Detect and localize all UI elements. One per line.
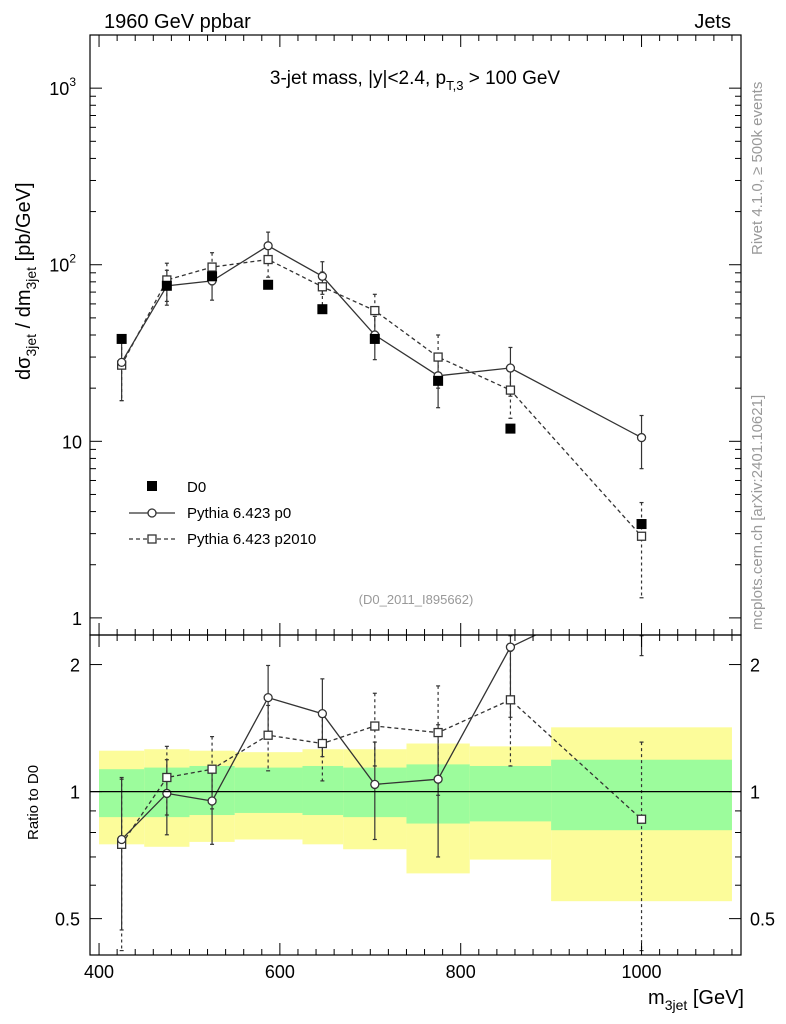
beam-label: 1960 GeV ppbar xyxy=(104,11,251,33)
main-y-axis-label: dσ3jet / dm3jet [pb/GeV] xyxy=(13,182,39,380)
p0-main-point xyxy=(116,357,127,368)
p2010-ratio-point xyxy=(433,727,443,738)
legend-d0-marker xyxy=(147,481,157,491)
p2010-ratio-point xyxy=(263,730,273,740)
p0-ratio-point xyxy=(116,834,127,845)
side-label-rivet: Rivet 4.1.0, ≥ 500k events xyxy=(749,82,766,255)
p0-ratio-point xyxy=(370,779,380,790)
x-axis-label: m3jet [GeV] xyxy=(648,987,744,1013)
p2010-main-point xyxy=(636,531,647,541)
ratio-panel-frame xyxy=(89,634,742,956)
p2010-main-point xyxy=(505,385,516,395)
p0-ratio-point xyxy=(162,788,172,799)
p0-main-point xyxy=(636,432,647,443)
d0-main-point xyxy=(116,333,127,344)
axis-tick-labels: 400 600 800 1000 1 10 102 103 0.5 0.5 1 1 2 2 xyxy=(49,75,775,982)
p2010-ratio-point xyxy=(162,772,172,783)
ratio-y-tick-label-left: 0.5 xyxy=(55,910,80,930)
x-tick-label: 800 xyxy=(446,962,476,982)
x-tick-label: 600 xyxy=(265,962,295,982)
side-label-mcplots: mcplots.cern.ch [arXiv:2401.10621] xyxy=(749,395,766,630)
p0-main-point xyxy=(505,363,516,373)
main-y-tick-label: 102 xyxy=(49,252,76,276)
p2010-main-point xyxy=(370,305,380,316)
d0-main-point xyxy=(433,375,444,386)
p0-ratio-point xyxy=(207,796,217,806)
ratio-y-tick-label-right: 0.5 xyxy=(750,910,775,930)
p2010-main-point xyxy=(317,282,328,292)
d0-main-point xyxy=(636,519,647,530)
plot-title: 3-jet mass, |y|<2.4, pT,3 > 100 GeV xyxy=(270,68,561,93)
p2010-ratio-point xyxy=(370,721,380,731)
band-inner-3 xyxy=(234,767,303,813)
p0-main-line xyxy=(121,245,642,439)
d0-main-point xyxy=(263,279,274,290)
legend-d0-label: D0 xyxy=(187,479,206,496)
p2010-main-point xyxy=(263,254,273,265)
main-y-tick-label: 10 xyxy=(62,432,82,452)
band-inner-7 xyxy=(469,765,552,822)
p2010-ratio-point xyxy=(207,764,217,774)
d0-main-point xyxy=(161,280,172,291)
main-panel-series xyxy=(116,231,647,599)
legend-p0-marker xyxy=(147,508,157,518)
legend: D0 Pythia 6.423 p0 Pythia 6.423 p2010 xyxy=(129,479,316,548)
p2010-main-point xyxy=(433,352,443,362)
d0-main-point xyxy=(369,333,380,344)
ratio-y-tick-label-left: 1 xyxy=(70,783,80,803)
p0-ratio-point xyxy=(433,774,443,784)
ratio-panel-series xyxy=(116,635,647,952)
p2010-ratio-point xyxy=(636,814,647,824)
process-label: Jets xyxy=(694,11,731,33)
legend-p0-label: Pythia 6.423 p0 xyxy=(187,505,291,522)
p0-main-point xyxy=(263,241,273,251)
legend-p2010-label: Pythia 6.423 p2010 xyxy=(187,531,316,548)
main-y-tick-label: 103 xyxy=(49,75,76,99)
axis-ticks xyxy=(90,34,741,955)
p2010-main-point xyxy=(207,262,217,272)
ratio-uncertainty-bands xyxy=(99,727,732,902)
p0-main-point xyxy=(317,271,328,281)
ratio-y-tick-label-right: 1 xyxy=(750,783,760,803)
p0-ratio-point xyxy=(263,692,273,703)
ratio-y-axis-label: Ratio to D0 xyxy=(25,765,42,840)
p0-ratio-point xyxy=(505,642,516,652)
d0-main-point xyxy=(505,423,516,434)
analysis-id: (D0_2011_I895662) xyxy=(359,592,474,607)
x-tick-label: 400 xyxy=(84,962,114,982)
p0-ratio-point xyxy=(317,709,328,719)
main-y-tick-label: 1 xyxy=(72,609,82,629)
p2010-ratio-point xyxy=(505,695,516,705)
ratio-y-tick-label-right: 2 xyxy=(750,656,760,676)
d0-main-point xyxy=(317,304,328,315)
p2010-ratio-point xyxy=(317,738,328,749)
legend-p2010-marker xyxy=(147,534,157,544)
x-tick-label: 1000 xyxy=(622,962,662,982)
ratio-y-tick-label-left: 2 xyxy=(70,656,80,676)
d0-main-point xyxy=(207,271,218,282)
